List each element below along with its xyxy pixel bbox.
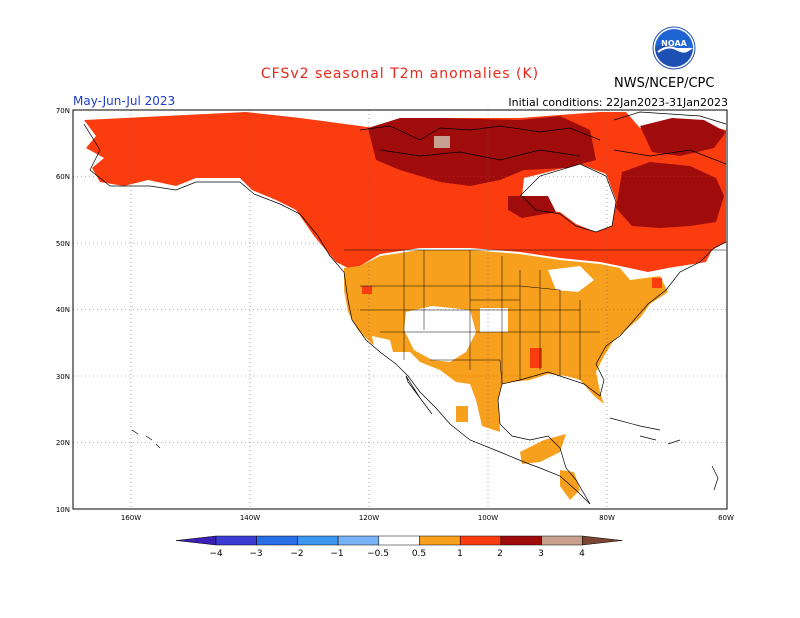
anomaly-cell-baja xyxy=(456,406,468,422)
legend-color-box xyxy=(378,535,420,546)
coastlines xyxy=(83,111,727,505)
anomaly-region-arctic xyxy=(368,116,596,186)
lon-label: 120W xyxy=(359,514,379,522)
neutral-patch-california xyxy=(372,336,396,370)
neutral-patch-texas xyxy=(480,308,508,332)
lon-label: 80W xyxy=(599,514,615,522)
graticule xyxy=(73,110,727,509)
latitude-labels: 70N 60N 50N 40N 30N 20N 10N xyxy=(56,107,70,514)
lon-label: 100W xyxy=(478,514,498,522)
legend-label: −1 xyxy=(330,549,343,559)
anomaly-fills xyxy=(84,112,726,500)
lon-label: 160W xyxy=(121,514,141,522)
lon-label: 140W xyxy=(240,514,260,522)
legend-label: 1 xyxy=(457,549,463,559)
legend-label: 2 xyxy=(497,549,503,559)
valid-period: May-Jun-Jul 2023 xyxy=(73,94,176,108)
legend-color-box xyxy=(459,535,502,546)
organization-label: NWS/NCEP/CPC xyxy=(614,76,715,91)
lat-label: 60N xyxy=(56,173,70,181)
lat-label: 30N xyxy=(56,373,70,381)
hudson-bay xyxy=(522,164,616,232)
anomaly-cell-3to4 xyxy=(434,136,450,148)
longitude-labels: 160W 140W 120W 100W 80W 60W xyxy=(121,514,734,522)
state-borders xyxy=(344,249,726,385)
legend-color-box xyxy=(337,535,380,546)
legend-color-box xyxy=(256,535,298,546)
legend-label: 4 xyxy=(579,549,585,559)
lon-label: 60W xyxy=(718,514,734,522)
anomaly-region-quebec-small xyxy=(508,196,556,218)
logo-text: NOAA xyxy=(661,39,687,48)
legend-label: −0.5 xyxy=(367,549,389,559)
islands xyxy=(131,417,719,491)
legend-labels: −4 −3 −2 −1 −0.5 0.5 1 2 3 4 xyxy=(209,549,585,559)
neutral-patch-southwest xyxy=(404,306,476,362)
legend-color-box xyxy=(541,535,583,546)
map-frame xyxy=(72,109,728,510)
legend-label: −3 xyxy=(249,549,262,559)
noaa-logo: NOAA xyxy=(652,26,696,70)
anomaly-cell-louisiana xyxy=(530,348,542,368)
anomaly-cell-maine xyxy=(652,278,662,288)
legend-arrow-high xyxy=(582,535,623,546)
lat-label: 10N xyxy=(56,506,70,514)
legend-color-box xyxy=(419,535,461,546)
anomaly-cell-idaho xyxy=(362,286,372,294)
anomaly-region-labrador xyxy=(616,162,724,228)
anomaly-region-north-greenland xyxy=(640,118,726,156)
legend-label: −2 xyxy=(290,549,303,559)
legend-color-boxes xyxy=(175,535,623,546)
legend-color-box xyxy=(297,535,339,546)
lat-label: 40N xyxy=(56,306,70,314)
legend-label: 3 xyxy=(538,549,544,559)
legend-label: −4 xyxy=(209,549,223,559)
map-title: CFSv2 seasonal T2m anomalies (K) xyxy=(260,66,540,82)
legend-arrow-low xyxy=(175,535,217,546)
initial-conditions: Initial conditions: 22Jan2023-31Jan2023 xyxy=(508,96,728,109)
neutral-patch-great-lakes xyxy=(548,266,594,292)
lat-label: 50N xyxy=(56,240,70,248)
legend-color-box xyxy=(215,535,257,546)
anomaly-region-southern-mexico xyxy=(520,434,566,464)
lat-label: 70N xyxy=(56,107,70,115)
legend-color-box xyxy=(500,535,542,546)
legend-label: 0.5 xyxy=(412,549,426,559)
lat-label: 20N xyxy=(56,439,70,447)
